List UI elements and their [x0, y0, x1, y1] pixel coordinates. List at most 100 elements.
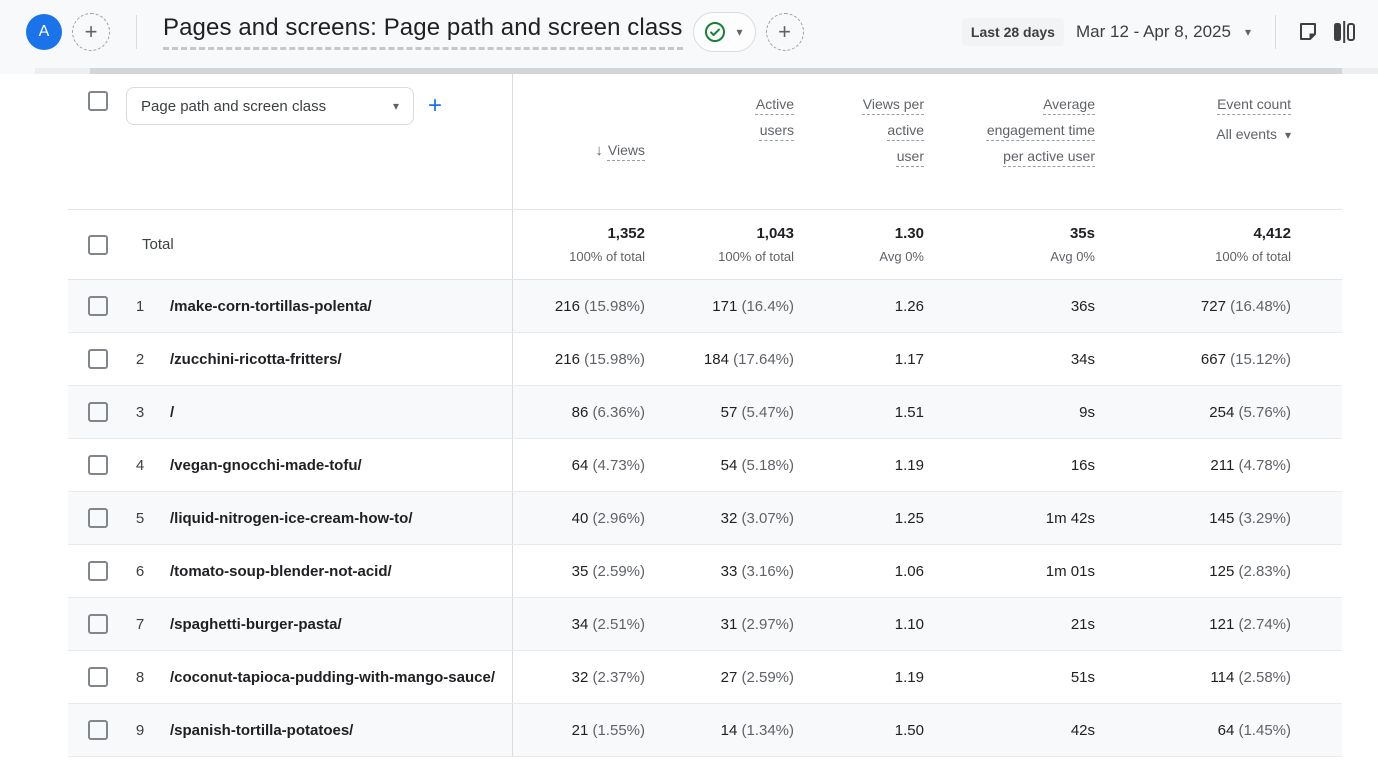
views-per-user-cell: 1.50 — [894, 721, 924, 739]
active-users-cell: 31 (2.97%) — [720, 615, 794, 633]
row-checkbox[interactable] — [88, 561, 108, 581]
views-cell: 64 (4.73%) — [512, 439, 645, 491]
active-users-cell: 184 (17.64%) — [703, 350, 794, 368]
active-users-cell: 27 (2.59%) — [720, 668, 794, 686]
customize-report-panels-icon[interactable] — [1326, 14, 1362, 50]
event-count-cell: 125 (2.83%) — [1209, 562, 1291, 580]
row-number: 8 — [135, 668, 145, 686]
column-header-event-count[interactable]: Event count All events ▾ — [1095, 74, 1342, 209]
check-circle-icon — [703, 20, 727, 44]
row-checkbox[interactable] — [88, 667, 108, 687]
engagement-time-cell: 21s — [1070, 615, 1095, 633]
row-checkbox[interactable] — [88, 455, 108, 475]
event-count-cell: 145 (3.29%) — [1209, 509, 1291, 527]
sort-descending-icon: ↓ — [595, 141, 603, 159]
table-total-row: Total 1,352 100% of total 1,043 100% of … — [68, 210, 1342, 280]
column-label: Active users — [755, 96, 794, 138]
report-table: Page path and screen class ▾ + ↓ Views Ac… — [68, 74, 1342, 757]
scrollbar-thumb[interactable] — [90, 68, 1342, 74]
chevron-down-icon: ▾ — [1284, 128, 1291, 142]
row-number: 1 — [135, 297, 145, 315]
views-cell: 32 (2.37%) — [512, 651, 645, 703]
add-dimension-button[interactable]: + — [428, 92, 443, 119]
insights-note-icon[interactable] — [1290, 14, 1326, 50]
column-header-views[interactable]: ↓ Views — [512, 74, 645, 209]
engagement-time-cell: 9s — [1079, 403, 1095, 421]
divider — [1275, 15, 1276, 49]
date-range-label[interactable]: Mar 12 - Apr 8, 2025 — [1075, 22, 1231, 41]
views-per-user-cell: 1.19 — [894, 668, 924, 686]
total-active-users: 1,043 100% of total — [718, 225, 794, 264]
column-header-views-per-active-user[interactable]: Views per active user — [794, 74, 924, 209]
row-number: 6 — [135, 562, 145, 580]
column-label: Views per active user — [862, 96, 924, 164]
dimension-selector-label: Page path and screen class — [141, 97, 327, 115]
report-status-pill[interactable]: ▾ — [692, 12, 756, 52]
table-header-row: Page path and screen class ▾ + ↓ Views Ac… — [68, 74, 1342, 210]
page-path-cell: /make-corn-tortillas-polenta/ — [170, 297, 372, 315]
table-row[interactable]: 1 /make-corn-tortillas-polenta/ 216 (15.… — [68, 280, 1342, 333]
row-checkbox[interactable] — [88, 720, 108, 740]
views-per-user-cell: 1.51 — [894, 403, 924, 421]
total-row-checkbox[interactable] — [88, 234, 108, 255]
table-row[interactable]: 2 /zucchini-ricotta-fritters/ 216 (15.98… — [68, 333, 1342, 386]
views-per-user-cell: 1.25 — [894, 509, 924, 527]
table-row[interactable]: 3 / 86 (6.36%) 57 (5.47%) 1.51 9s 254 (5… — [68, 386, 1342, 439]
row-checkbox[interactable] — [88, 349, 108, 369]
table-row[interactable]: 7 /spaghetti-burger-pasta/ 34 (2.51%) 31… — [68, 598, 1342, 651]
page-title[interactable]: Pages and screens: Page path and screen … — [163, 14, 683, 50]
table-row[interactable]: 5 /liquid-nitrogen-ice-cream-how-to/ 40 … — [68, 492, 1342, 545]
select-all-checkbox[interactable] — [88, 91, 108, 111]
total-engagement-time: 35s Avg 0% — [1050, 225, 1095, 264]
page-path-cell: /liquid-nitrogen-ice-cream-how-to/ — [170, 509, 413, 527]
row-checkbox[interactable] — [88, 508, 108, 528]
column-label: Event count — [1217, 96, 1291, 112]
table-row[interactable]: 4 /vegan-gnocchi-made-tofu/ 64 (4.73%) 5… — [68, 439, 1342, 492]
row-checkbox[interactable] — [88, 296, 108, 316]
total-event-count: 4,412 100% of total — [1215, 225, 1291, 264]
page-path-cell: /vegan-gnocchi-made-tofu/ — [170, 456, 362, 474]
event-count-cell: 667 (15.12%) — [1200, 350, 1291, 368]
event-count-cell: 254 (5.76%) — [1209, 403, 1291, 421]
event-count-cell: 121 (2.74%) — [1209, 615, 1291, 633]
views-cell: 40 (2.96%) — [512, 492, 645, 544]
views-per-user-cell: 1.19 — [894, 456, 924, 474]
chevron-down-icon: ▾ — [392, 99, 399, 113]
table-row[interactable]: 8 /coconut-tapioca-pudding-with-mango-sa… — [68, 651, 1342, 704]
engagement-time-cell: 1m 42s — [1045, 509, 1095, 527]
event-count-cell: 727 (16.48%) — [1200, 297, 1291, 315]
active-users-cell: 57 (5.47%) — [720, 403, 794, 421]
total-views-per-user: 1.30 Avg 0% — [879, 225, 924, 264]
event-filter-selector[interactable]: All events ▾ — [1095, 121, 1291, 147]
page-path-cell: /coconut-tapioca-pudding-with-mango-sauc… — [170, 668, 495, 686]
dimension-selector[interactable]: Page path and screen class ▾ — [126, 87, 414, 125]
active-users-cell: 14 (1.34%) — [720, 721, 794, 739]
column-header-active-users[interactable]: Active users — [645, 74, 794, 209]
views-cell: 216 (15.98%) — [512, 333, 645, 385]
row-number: 3 — [135, 403, 145, 421]
row-checkbox[interactable] — [88, 402, 108, 422]
add-comparison-button[interactable]: + — [765, 13, 804, 51]
plus-icon: + — [84, 19, 98, 44]
event-count-cell: 64 (1.45%) — [1217, 721, 1291, 739]
avatar-letter: A — [38, 23, 50, 40]
row-checkbox[interactable] — [88, 614, 108, 634]
chevron-down-icon[interactable]: ▾ — [1244, 25, 1251, 39]
page-path-cell: /spaghetti-burger-pasta/ — [170, 615, 342, 633]
event-count-cell: 114 (2.58%) — [1210, 668, 1291, 686]
views-per-user-cell: 1.06 — [894, 562, 924, 580]
add-report-tab-button[interactable]: + — [72, 13, 110, 51]
account-avatar[interactable]: A — [26, 14, 62, 50]
table-row[interactable]: 9 /spanish-tortilla-potatoes/ 21 (1.55%)… — [68, 704, 1342, 757]
column-header-avg-engagement-time[interactable]: Average engagement time per active user — [924, 74, 1095, 209]
plus-icon: + — [778, 19, 791, 44]
row-number: 9 — [135, 721, 145, 739]
active-users-cell: 171 (16.4%) — [712, 297, 794, 315]
table-row[interactable]: 6 /tomato-soup-blender-not-acid/ 35 (2.5… — [68, 545, 1342, 598]
active-users-cell: 54 (5.18%) — [720, 456, 794, 474]
column-label: Average engagement time per active user — [986, 96, 1095, 164]
horizontal-scrollbar[interactable] — [35, 68, 1378, 74]
page-path-cell: /zucchini-ricotta-fritters/ — [170, 350, 342, 368]
engagement-time-cell: 34s — [1070, 350, 1095, 368]
